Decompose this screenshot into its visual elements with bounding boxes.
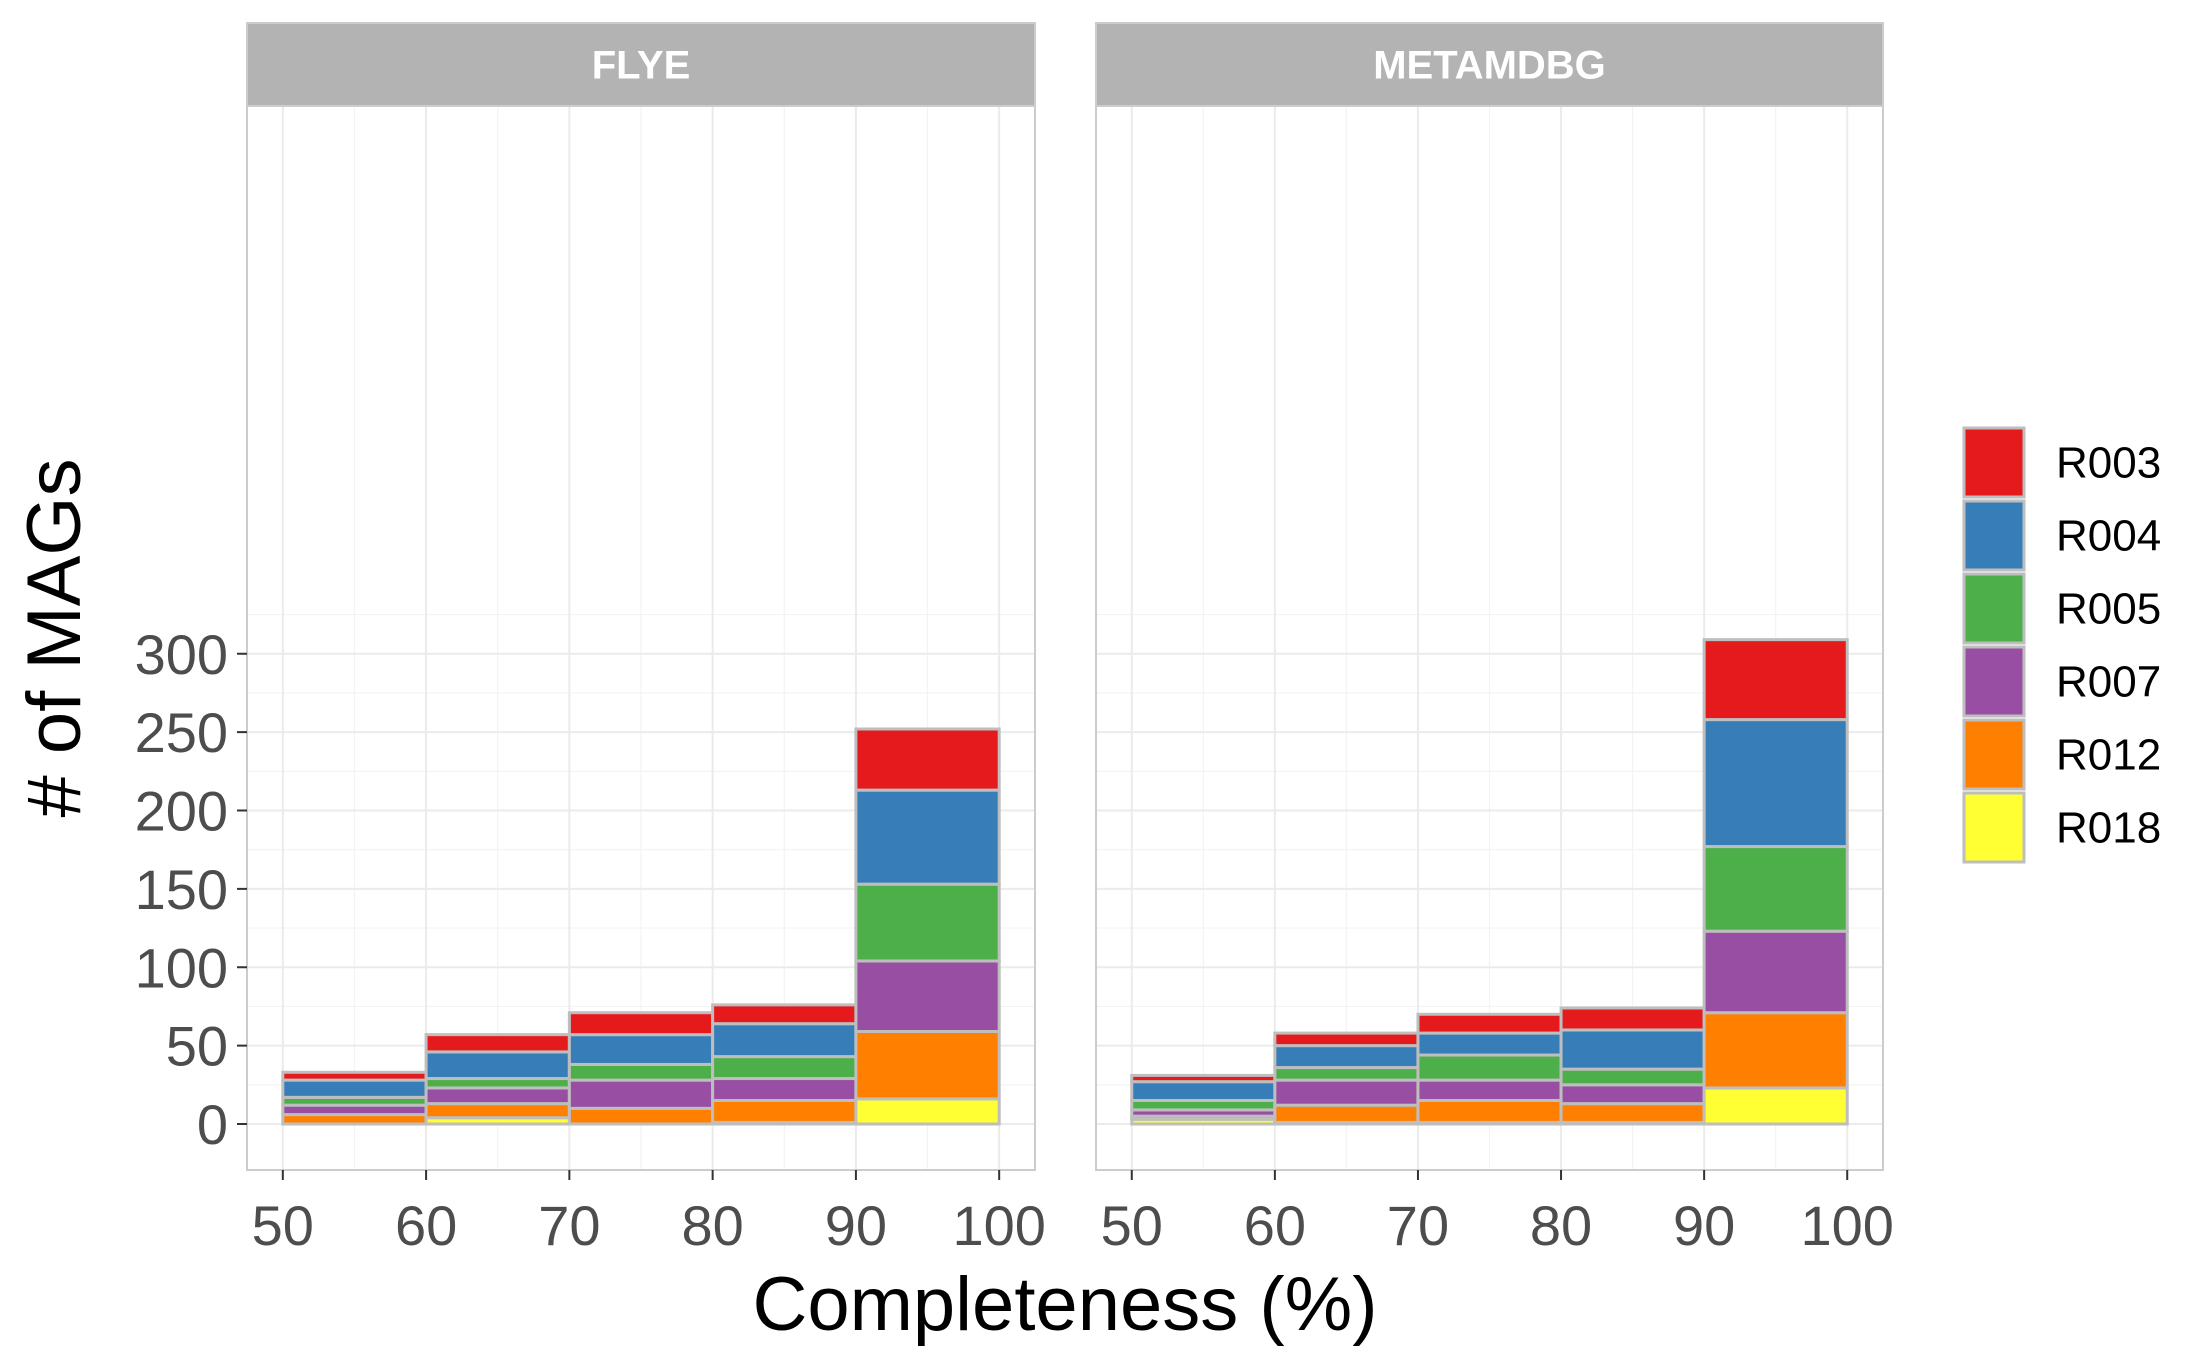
bar-segment-r003 [1559, 1006, 1706, 1032]
y-tick-label: 50 [166, 1015, 228, 1078]
y-tick-label: 300 [135, 623, 228, 686]
y-tick-label: 250 [135, 701, 228, 764]
x-tick-label: 80 [681, 1194, 743, 1257]
bar-segment-r005 [567, 1062, 715, 1082]
bar-segment-r005 [854, 882, 1001, 963]
x-tick-label: 90 [1673, 1194, 1735, 1257]
y-tick-label: 0 [197, 1093, 228, 1156]
bar-segment-r005 [1273, 1066, 1420, 1082]
bar-segment-r018 [1702, 1086, 1849, 1126]
bar-segment-r004 [1273, 1044, 1420, 1070]
facet-strip-label: FLYE [592, 44, 691, 88]
bar-segment-r018 [854, 1097, 1001, 1126]
x-tick-label: 60 [1244, 1194, 1306, 1257]
facet-strip [1095, 22, 1884, 107]
legend-key-r018 [1962, 791, 2026, 864]
facet-strip-label: METAMDBG [1373, 44, 1606, 88]
bar-segment-r004 [1702, 718, 1849, 849]
x-tick-label: 90 [825, 1194, 887, 1257]
bar-segment-r004 [1416, 1031, 1563, 1057]
bar-segment-r007 [1416, 1078, 1563, 1102]
x-tick-label: 70 [1387, 1194, 1449, 1257]
bar-segment-r007 [1273, 1078, 1420, 1107]
y-tick-label: 150 [135, 858, 228, 921]
bar-segment-r003 [854, 727, 1001, 792]
bar-segment-r012 [1416, 1098, 1563, 1124]
legend-label: R003 [2056, 439, 2161, 488]
legend-key-r005 [1962, 572, 2026, 645]
bar-segment-r003 [281, 1070, 428, 1082]
legend-key-r004 [1962, 499, 2026, 572]
bar-segment-r012 [424, 1102, 571, 1120]
bar-segment-r003 [424, 1033, 571, 1054]
x-tick-label: 80 [1530, 1194, 1592, 1257]
bar-segment-r012 [1559, 1102, 1706, 1124]
y-axis-title: # of MAGs [12, 459, 97, 818]
x-axis-title: Completeness (%) [752, 1262, 1377, 1347]
x-tick-label: 100 [952, 1194, 1045, 1257]
legend-label: R012 [2056, 731, 2161, 780]
bar-segment-r004 [567, 1033, 715, 1066]
x-tick-label: 70 [538, 1194, 600, 1257]
bar-segment-r004 [281, 1078, 428, 1099]
legend-label: R005 [2056, 585, 2161, 634]
panel-metamdbg: METAMDBG 50 60 70 80 90 100 [1095, 22, 1894, 1257]
bar-segment-r004 [854, 788, 1001, 886]
x-tick-label: 100 [1801, 1194, 1894, 1257]
bar-segment-r012 [567, 1106, 715, 1126]
bar-segment-r004 [424, 1050, 571, 1081]
bar-segment-r003 [711, 1003, 858, 1026]
bar-segment-r007 [854, 959, 1001, 1034]
bar-segment-r007 [424, 1086, 571, 1106]
legend-label: R007 [2056, 658, 2161, 707]
legend-key-r007 [1962, 645, 2026, 718]
facet-strip [246, 22, 1036, 107]
bar-segment-r012 [854, 1030, 1001, 1101]
legend-key-r012 [1962, 718, 2026, 791]
bar-segment-r004 [711, 1022, 858, 1059]
bar-segment-r003 [567, 1011, 715, 1037]
legend-key-r003 [1962, 426, 2026, 499]
bar-segment-r004 [1130, 1080, 1277, 1102]
legend-label: R018 [2056, 804, 2161, 853]
bar-segment-r005 [1702, 845, 1849, 933]
bar-segment-r003 [1273, 1031, 1420, 1048]
bar-segment-r007 [711, 1077, 858, 1102]
x-tick-label: 60 [395, 1194, 457, 1257]
bar-segment-r012 [1273, 1103, 1420, 1124]
y-tick-label: 100 [135, 936, 228, 999]
legend: R003 R004 R005 R007 R012 R018 [1962, 426, 2161, 864]
x-tick-label: 50 [1101, 1194, 1163, 1257]
y-tick-label: 200 [135, 780, 228, 843]
bar-segment-r005 [1559, 1067, 1706, 1087]
bar-segment-r003 [1416, 1012, 1563, 1035]
x-tick-label: 50 [252, 1194, 314, 1257]
bar-segment-r005 [711, 1055, 858, 1081]
bar-segment-r004 [1559, 1028, 1706, 1071]
bar-segment-r003 [1130, 1073, 1277, 1084]
legend-label: R004 [2056, 512, 2161, 561]
bar-segment-r007 [567, 1078, 715, 1110]
bar-segment-r003 [1702, 638, 1849, 722]
bar-segment-r012 [1702, 1011, 1849, 1090]
panel-flye: FLYE 50 60 70 80 90 100 [246, 22, 1046, 1257]
bar-segment-r007 [1559, 1083, 1706, 1106]
bar-segment-r012 [711, 1098, 858, 1124]
bar-segment-r007 [1702, 929, 1849, 1015]
bar-segment-r005 [1416, 1053, 1563, 1082]
